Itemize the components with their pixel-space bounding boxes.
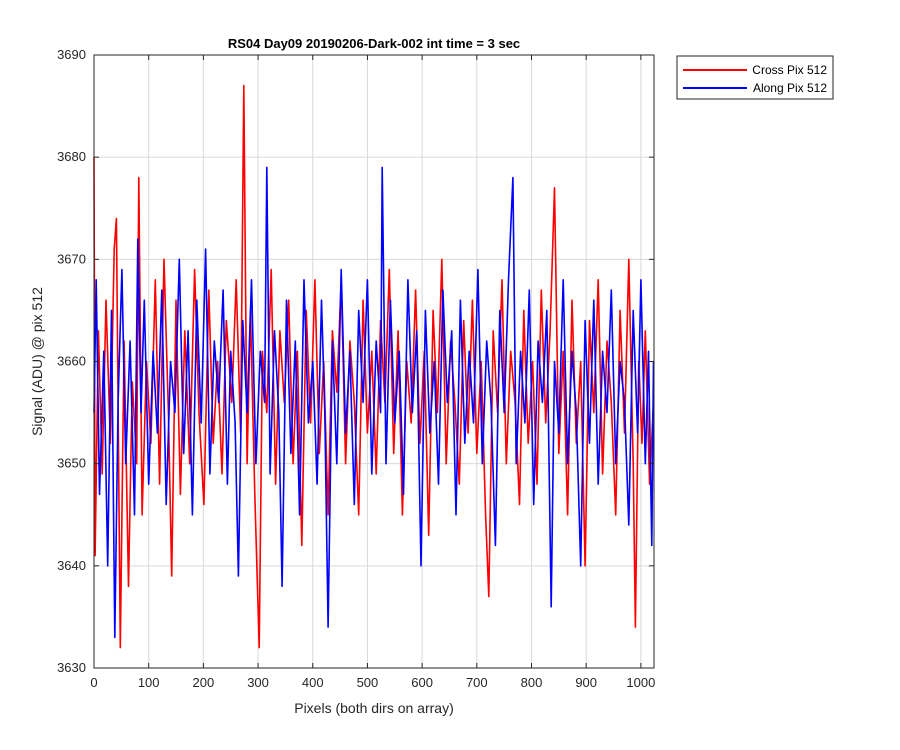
x-tick-label: 600 — [411, 675, 433, 690]
x-axis-label: Pixels (both dirs on array) — [294, 700, 454, 716]
y-tick-label: 3630 — [57, 660, 86, 675]
series-line-along-pix-512 — [93, 166, 655, 639]
axis-ticks — [93, 54, 654, 669]
x-tick-label: 0 — [90, 675, 97, 690]
x-tick-label: 100 — [138, 675, 160, 690]
y-tick-label: 3650 — [57, 456, 86, 471]
x-tick-label: 400 — [302, 675, 324, 690]
x-tick-label: 200 — [193, 675, 215, 690]
legend-label: Cross Pix 512 — [752, 63, 827, 77]
chart-title: RS04 Day09 20190206-Dark-002 int time = … — [228, 36, 520, 51]
series-lines — [93, 84, 655, 649]
x-tick-labels: 0 100 200 300 400 500 600 700 800 900 1000 — [90, 675, 655, 690]
legend-box — [676, 55, 834, 100]
legend: Cross Pix 512 Along Pix 512 — [676, 55, 834, 100]
x-tick-label: 900 — [575, 675, 597, 690]
x-tick-label: 700 — [466, 675, 488, 690]
x-tick-label: 300 — [247, 675, 269, 690]
y-tick-label: 3680 — [57, 149, 86, 164]
legend-label: Along Pix 512 — [753, 81, 827, 95]
x-tick-label: 800 — [521, 675, 543, 690]
y-tick-label: 3670 — [57, 251, 86, 266]
x-tick-label: 500 — [357, 675, 379, 690]
x-tick-label: 1000 — [626, 675, 655, 690]
y-axis-label: Signal (ADU) @ pix 512 — [29, 287, 45, 436]
y-tick-label: 3660 — [57, 354, 86, 369]
y-tick-label: 3640 — [57, 558, 86, 573]
y-tick-label: 3690 — [57, 47, 86, 62]
y-tick-labels: 3630 3640 3650 3660 3670 3680 3690 — [57, 47, 86, 675]
